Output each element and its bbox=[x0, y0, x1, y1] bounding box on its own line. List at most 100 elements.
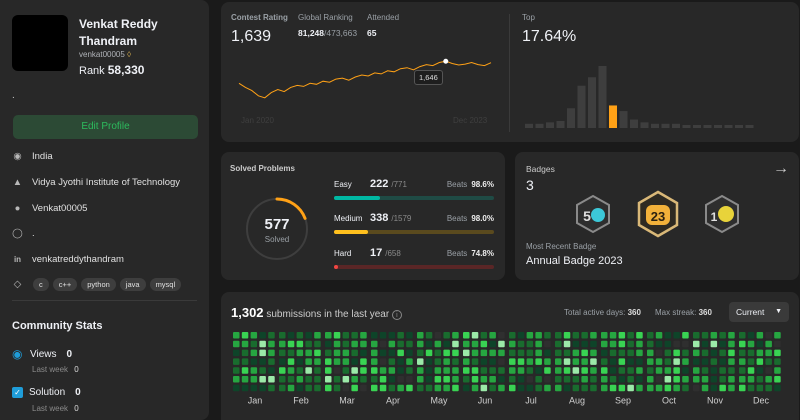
heatmap-cell bbox=[342, 349, 350, 357]
heatmap-cell bbox=[314, 384, 321, 392]
heatmap-cell bbox=[342, 367, 350, 374]
info-icon[interactable]: i bbox=[391, 310, 402, 320]
location: ◉ India bbox=[13, 151, 53, 162]
website-link[interactable]: ◯. bbox=[12, 228, 35, 239]
heatmap-cell bbox=[489, 384, 496, 392]
heatmap-cell bbox=[417, 367, 424, 374]
heatmap-cell bbox=[443, 376, 450, 383]
heatmap-cell bbox=[609, 376, 617, 383]
heatmap-cell bbox=[601, 358, 608, 365]
skill-tags: ◇ c c++ python java mysql bbox=[12, 278, 182, 291]
heatmap-cell bbox=[739, 367, 746, 374]
heatmap-cell bbox=[233, 340, 240, 348]
heatmap-cell bbox=[618, 358, 626, 365]
edit-profile-button[interactable]: Edit Profile bbox=[13, 115, 198, 139]
annual-2023-badge-icon[interactable]: 23 bbox=[634, 190, 682, 238]
linkedin-link[interactable]: in venkatreddythandram bbox=[13, 254, 124, 265]
profile-username: venkat00005 ◊ bbox=[79, 50, 132, 59]
heatmap-cell bbox=[417, 358, 424, 365]
rating-distribution-chart[interactable] bbox=[511, 2, 799, 142]
distribution-bar bbox=[609, 105, 617, 128]
year-select[interactable]: Current ▼ bbox=[729, 302, 789, 322]
heatmap-cell bbox=[509, 332, 516, 339]
heatmap-cell bbox=[774, 358, 781, 365]
solution-stat: ✓ Solution 0 bbox=[12, 387, 81, 398]
heatmap-cell bbox=[682, 340, 689, 348]
heatmap-cell bbox=[434, 376, 442, 383]
heatmap-cell bbox=[555, 349, 562, 357]
hard-progress-bar bbox=[334, 265, 494, 269]
distribution-bar bbox=[745, 125, 754, 128]
heatmap-cell bbox=[581, 376, 588, 383]
heatmap-cell bbox=[693, 376, 700, 383]
heatmap-cell bbox=[673, 376, 680, 383]
heatmap-cell bbox=[555, 340, 562, 348]
heatmap-cell bbox=[664, 340, 672, 348]
heatmap-cell bbox=[710, 332, 718, 339]
heatmap-cell bbox=[250, 376, 258, 383]
heatmap-cell bbox=[333, 358, 341, 365]
avatar[interactable] bbox=[12, 15, 68, 71]
contest-rating: Contest Rating 1,639 bbox=[231, 13, 288, 45]
distribution-bar bbox=[535, 123, 544, 128]
svg-text:1: 1 bbox=[711, 210, 718, 224]
heatmap-cell bbox=[259, 340, 266, 348]
skill-tag[interactable]: mysql bbox=[149, 278, 182, 291]
skill-tag[interactable]: java bbox=[119, 278, 146, 291]
heatmap-cell bbox=[517, 384, 525, 392]
heatmap-cell bbox=[563, 332, 571, 339]
heatmap-cell bbox=[425, 358, 433, 365]
heatmap-cell bbox=[526, 384, 534, 392]
heatmap-cell bbox=[287, 376, 295, 383]
heatmap-cell bbox=[305, 332, 312, 339]
heatmap-cell bbox=[563, 340, 571, 348]
heatmap-cell bbox=[241, 384, 249, 392]
heatmap-cell bbox=[609, 358, 617, 365]
heatmap-cell bbox=[498, 384, 505, 392]
heatmap-cell bbox=[452, 376, 459, 383]
heatmap-cell bbox=[572, 358, 580, 365]
heatmap-cell bbox=[498, 332, 505, 339]
heatmap-cell bbox=[627, 340, 634, 348]
skill-tag[interactable]: python bbox=[81, 278, 116, 291]
heatmap-cell bbox=[268, 358, 275, 365]
heatmap-cell bbox=[443, 349, 450, 357]
skill-tag[interactable]: c++ bbox=[52, 278, 78, 291]
heatmap-cell bbox=[287, 384, 295, 392]
skill-tag[interactable]: c bbox=[33, 278, 49, 291]
views-stat: ◉ Views 0 bbox=[12, 347, 73, 361]
heatmap-cell bbox=[673, 358, 680, 365]
heatmap-cell bbox=[463, 349, 470, 357]
heatmap-cell bbox=[728, 376, 735, 383]
heatmap-cell bbox=[333, 376, 341, 383]
heatmap-cell bbox=[250, 367, 258, 374]
heatmap-cell bbox=[489, 349, 496, 357]
heatmap-cell bbox=[693, 332, 700, 339]
heatmap-cell bbox=[555, 358, 562, 365]
heatmap-cell bbox=[425, 384, 433, 392]
month-label: Oct bbox=[662, 396, 677, 406]
heatmap-cell bbox=[268, 376, 275, 383]
attended: Attended 65 bbox=[367, 13, 400, 38]
heatmap-cell bbox=[443, 367, 450, 374]
heatmap-cell bbox=[719, 349, 726, 357]
heatmap-cell bbox=[555, 384, 562, 392]
100-days-badge-icon[interactable]: 1 bbox=[702, 194, 742, 234]
rating-line-chart[interactable] bbox=[221, 2, 509, 142]
heatmap-cell bbox=[601, 349, 608, 357]
heatmap-cell bbox=[305, 384, 312, 392]
heatmap-cell bbox=[498, 358, 505, 365]
heatmap-cell bbox=[250, 332, 258, 339]
distribution-bar bbox=[693, 125, 701, 128]
heatmap-cell bbox=[581, 349, 588, 357]
heatmap-cell bbox=[434, 349, 442, 357]
heatmap-cell bbox=[701, 332, 709, 339]
heatmap-cell bbox=[417, 332, 424, 339]
month-label: Jan bbox=[248, 396, 263, 406]
github-link[interactable]: ● Venkat00005 bbox=[12, 203, 88, 214]
heatmap-cell bbox=[463, 332, 470, 339]
heatmap-cell bbox=[287, 349, 295, 357]
50-days-badge-icon[interactable]: 5 bbox=[573, 194, 613, 234]
arrow-right-icon[interactable]: → bbox=[773, 160, 789, 177]
heatmap-cell bbox=[388, 376, 396, 383]
